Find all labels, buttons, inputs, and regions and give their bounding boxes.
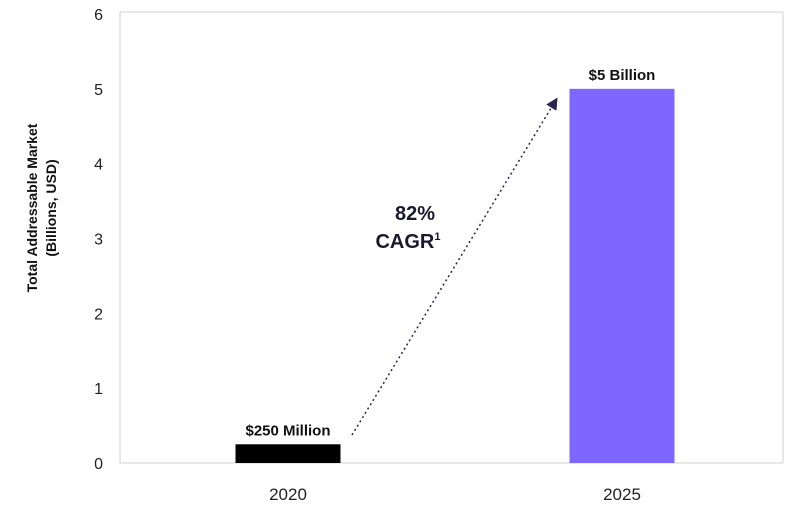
axes	[119, 11, 784, 464]
bar-2025	[569, 88, 675, 463]
cagr-footnote: 1	[434, 231, 440, 243]
y-tick-label: 4	[94, 157, 103, 174]
y-tick-label: 5	[94, 82, 103, 99]
y-tick-label: 0	[94, 456, 103, 473]
cagr-text: CAGR	[375, 231, 434, 253]
cagr-arrow	[351, 97, 558, 436]
bar-2020	[235, 444, 341, 463]
x-tick-label: 2025	[603, 485, 641, 504]
y-tick-label: 6	[94, 7, 103, 24]
x-tick-label: 2020	[269, 485, 307, 504]
y-axis-label: Total Addressable Market	[24, 123, 40, 292]
data-label-2025: $5 Billion	[589, 67, 656, 84]
y-tick-label: 2	[94, 306, 103, 323]
cagr-label: CAGR1	[375, 231, 440, 253]
y-tick-label: 3	[94, 232, 103, 249]
data-label-2020: $250 Million	[245, 422, 330, 439]
y-tick-label: 1	[94, 381, 103, 398]
y-axis-label-line2: (Billions, USD)	[43, 159, 59, 256]
cagr-percent: 82%	[395, 203, 435, 225]
